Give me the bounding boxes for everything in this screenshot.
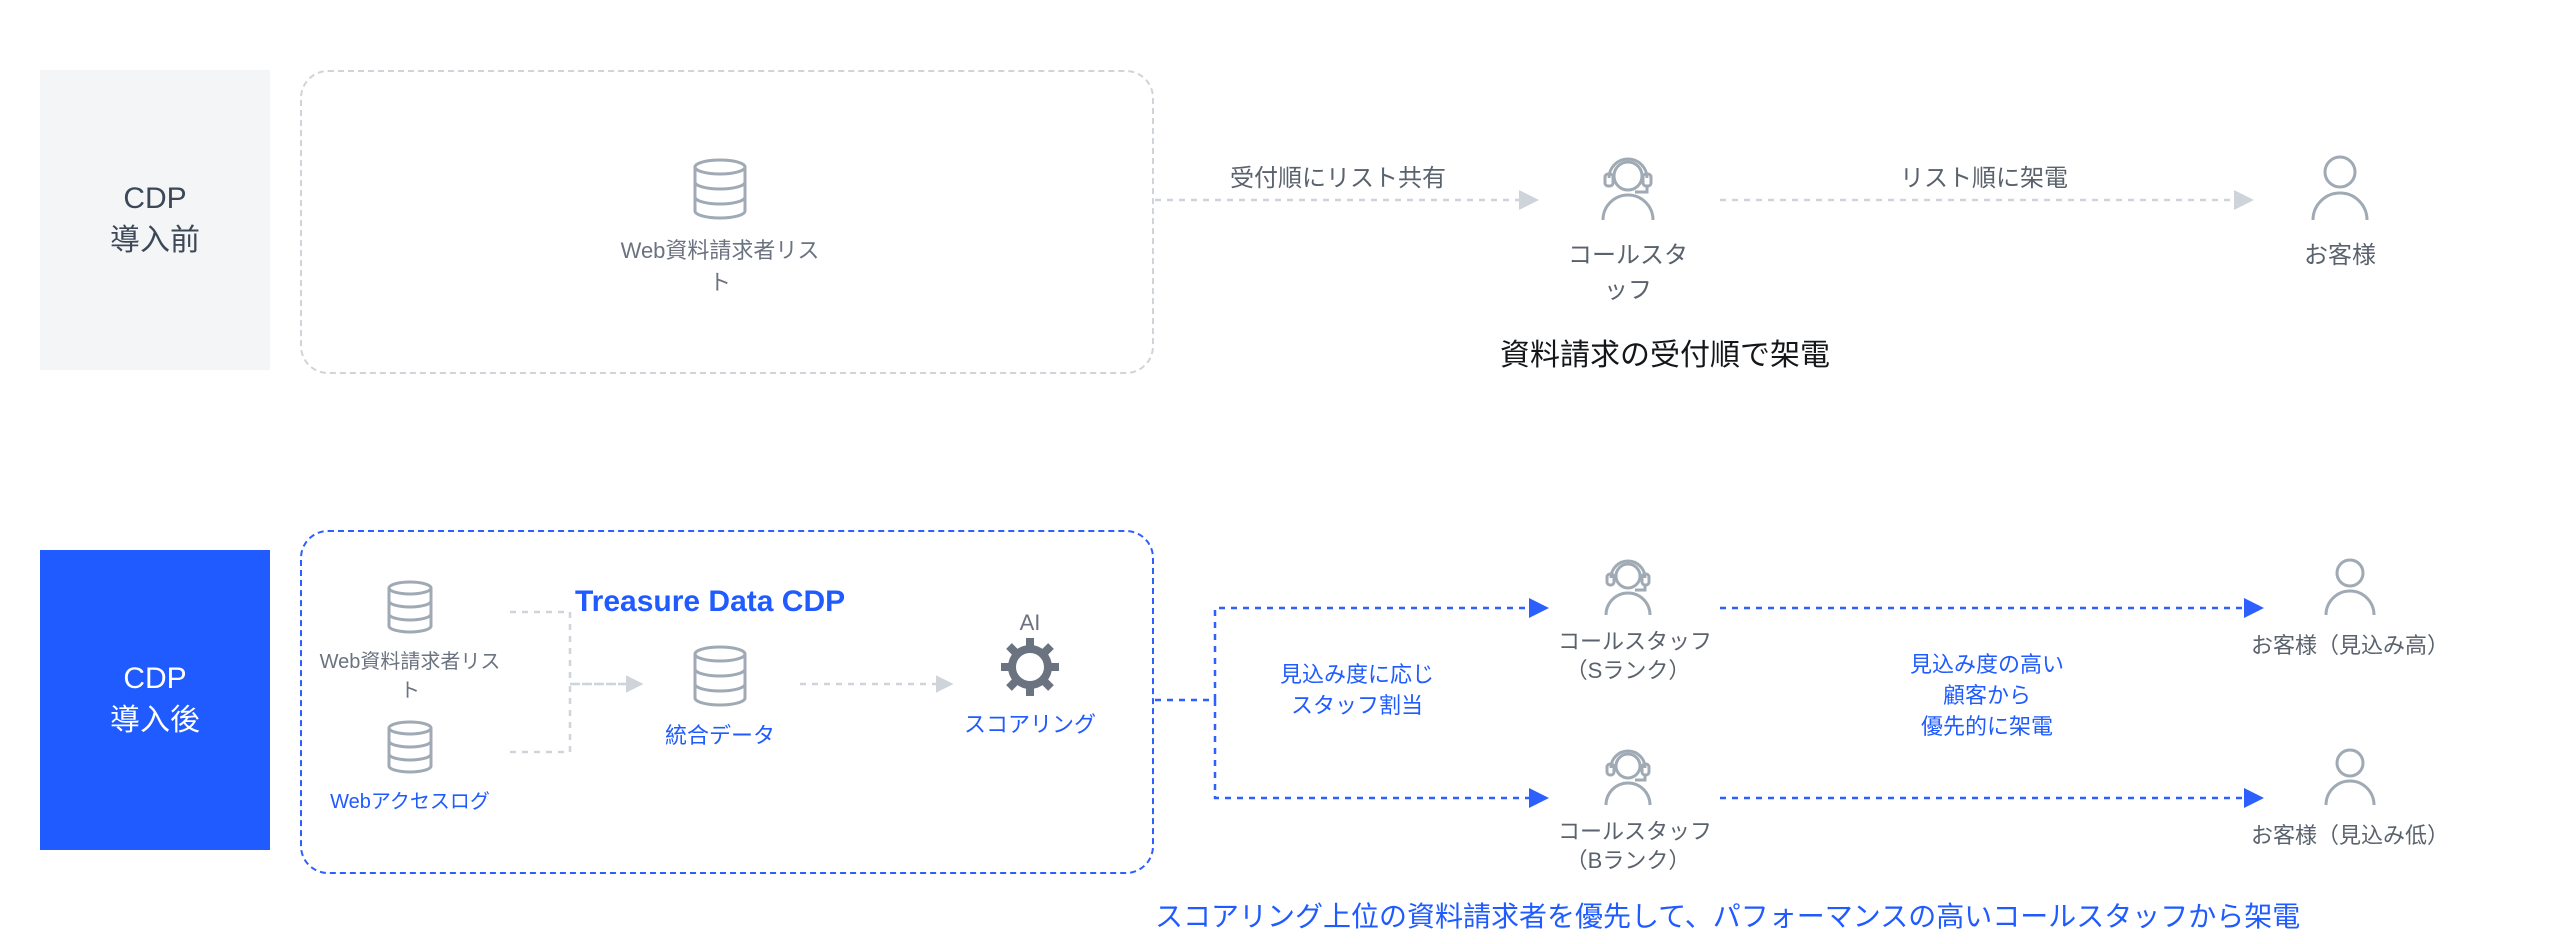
before-staff: コールスタッフ [1558,150,1698,305]
before-arrow1-label: 受付順にリスト共有 [1230,158,1446,193]
before-arrow2 [1720,190,2260,210]
before-db: Web資料請求者リスト [620,158,820,297]
person-icon [2303,150,2377,224]
call-staff-icon [1595,743,1661,809]
before-label-box: CDP 導入前 [40,70,270,370]
after-right-label: 見込み度の高い 顧客から 優先的に架電 [1910,650,2064,742]
after-label-box: CDP 導入後 [40,550,270,850]
person-icon [2317,553,2383,619]
after-staff-b-label: コールスタッフ （Bランク） [1558,818,1698,875]
call-staff-icon [1595,553,1661,619]
after-cust-high-label: お客様（見込み高） [2250,628,2450,660]
before-arrow1 [1155,190,1545,210]
after-label-text: CDP 導入後 [110,658,200,742]
call-staff-icon [1591,150,1665,224]
after-cust-low: お客様（見込み低） [2250,743,2450,850]
after-cust-high: お客様（見込み高） [2250,553,2450,660]
before-label-text: CDP 導入前 [110,178,200,262]
after-inner-arrows [300,530,1150,870]
before-staff-label: コールスタッフ [1558,235,1698,305]
after-staff-s: コールスタッフ （Sランク） [1558,553,1698,685]
before-customer: お客様 [2270,150,2410,270]
before-caption: 資料請求の受付順で架電 [1500,330,1830,374]
before-db-label: Web資料請求者リスト [620,233,820,297]
after-staff-b: コールスタッフ （Bランク） [1558,743,1698,875]
before-customer-label: お客様 [2270,235,2410,270]
after-staff-s-label: コールスタッフ （Sランク） [1558,628,1698,685]
database-icon [691,158,749,220]
after-cust-low-label: お客様（見込み低） [2250,818,2450,850]
after-split-label: 見込み度に応じ スタッフ割当 [1280,660,1434,722]
person-icon [2317,743,2383,809]
before-arrow2-label: リスト順に架電 [1900,158,2068,193]
after-caption: スコアリング上位の資料請求者を優先して、パフォーマンスの高いコールスタッフから架… [1155,895,2300,935]
